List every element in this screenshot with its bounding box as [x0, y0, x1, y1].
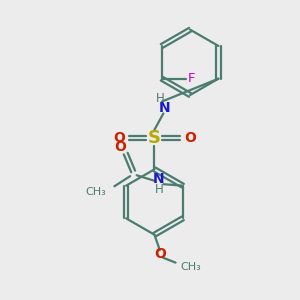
Text: O: O	[113, 131, 125, 145]
Text: CH₃: CH₃	[181, 262, 201, 272]
Text: O: O	[114, 140, 126, 154]
Text: O: O	[184, 131, 196, 145]
Text: H: H	[154, 183, 164, 196]
Text: N: N	[153, 172, 165, 186]
Text: CH₃: CH₃	[85, 187, 106, 196]
Text: H: H	[156, 92, 165, 105]
Text: F: F	[188, 72, 196, 85]
Text: O: O	[154, 247, 166, 261]
Text: N: N	[159, 101, 171, 116]
Text: S: S	[148, 129, 161, 147]
